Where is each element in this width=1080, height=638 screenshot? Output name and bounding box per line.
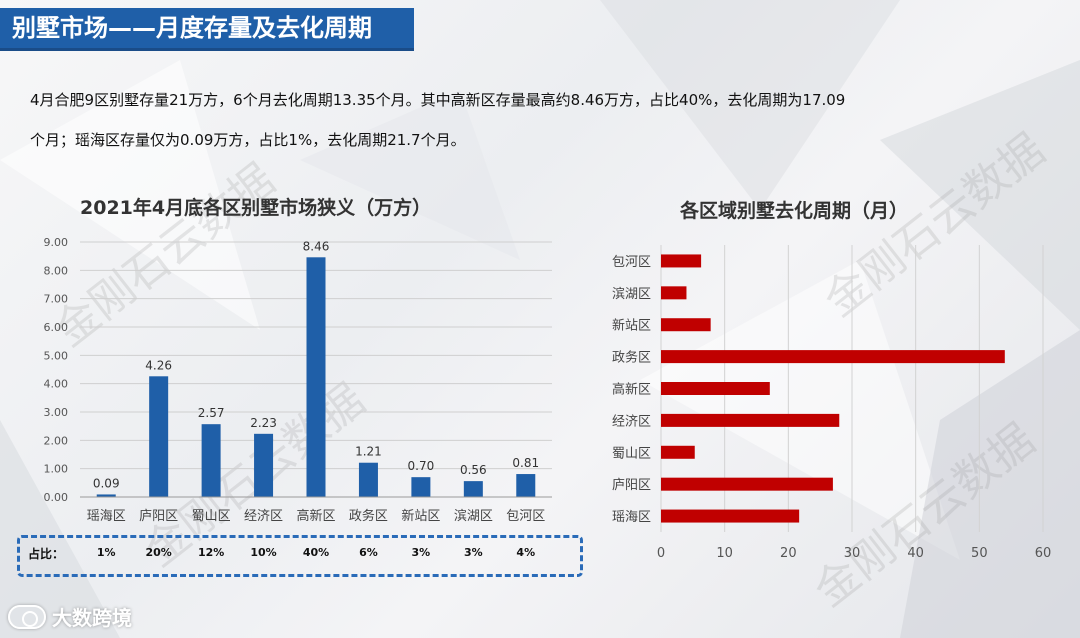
bar — [149, 376, 169, 497]
logo-icon — [8, 604, 46, 629]
y-category-label: 包河区 — [612, 255, 651, 270]
x-category-label: 经济区 — [244, 509, 283, 524]
summary-line-2: 个月；瑶海区存量仅为0.09万方，占比1%，去化周期21.7个月。 — [30, 131, 466, 149]
bar-value-label: 8.46 — [303, 239, 330, 253]
hbar — [661, 413, 840, 427]
y-category-label: 经济区 — [612, 414, 651, 429]
share-value: 4% — [516, 546, 536, 559]
x-category-label: 蜀山区 — [192, 509, 231, 524]
x-category-label: 瑶海区 — [87, 509, 126, 524]
bar-value-label: 0.09 — [93, 476, 120, 490]
y-category-label: 滨湖区 — [612, 286, 651, 302]
summary-text: 4月合肥9区别墅存量21万方，6个月去化周期13.35个月。其中高新区存量最高约… — [30, 80, 1060, 160]
bar — [463, 481, 483, 497]
x-category-label: 庐阳区 — [139, 509, 178, 524]
bar — [96, 494, 116, 497]
stock-bar-chart: 0.00 1.00 2.00 3.00 4.00 5.00 6.00 7.00 8.00 9.00… — [44, 236, 552, 524]
y-category-label: 政务区 — [612, 350, 651, 366]
summary-line-1: 4月合肥9区别墅存量21万方，6个月去化周期13.35个月。其中高新区存量最高约… — [30, 91, 846, 109]
bar-value-label: 0.56 — [460, 463, 487, 477]
x-category-label: 新站区 — [401, 508, 440, 524]
hbar — [661, 509, 800, 523]
y-tick-label: 5.00 — [44, 349, 69, 362]
y-tick-label: 2.00 — [44, 434, 69, 447]
share-value: 6% — [359, 546, 378, 559]
x-tick-label: 40 — [907, 546, 924, 561]
y-tick-label: 1.00 — [44, 463, 69, 476]
y-tick-label: 0.00 — [44, 491, 69, 504]
bar — [201, 424, 221, 497]
title-accent-line — [0, 48, 414, 51]
y-category-label: 新站区 — [612, 318, 651, 334]
hbar — [661, 318, 711, 332]
hbar — [661, 477, 833, 491]
share-value: 1% — [96, 546, 116, 559]
hbar — [661, 445, 695, 459]
share-label: 占比： — [28, 547, 65, 561]
share-value: 10% — [250, 546, 277, 559]
y-category-label: 庐阳区 — [612, 478, 651, 493]
x-category-label: 政务区 — [349, 508, 388, 524]
share-value: 12% — [197, 546, 225, 559]
share-value: 40% — [302, 546, 330, 559]
bar-value-label: 2.57 — [198, 406, 225, 420]
x-tick-label: 50 — [971, 546, 988, 561]
hbar — [661, 382, 770, 395]
y-category-label: 瑶海区 — [612, 510, 651, 525]
bar-value-label: 0.81 — [512, 456, 539, 470]
x-tick-label: 60 — [1035, 546, 1052, 561]
y-tick-label: 6.00 — [44, 321, 69, 334]
logo-text: 大数跨境 — [52, 606, 132, 630]
y-tick-label: 7.00 — [44, 293, 69, 306]
hbar-chart-title: 各区域别墅去化周期（月） — [680, 200, 909, 222]
x-category-label: 滨湖区 — [454, 508, 493, 524]
bar — [411, 477, 431, 497]
brand-logo: 大数跨境 — [8, 602, 132, 631]
x-tick-label: 30 — [844, 546, 861, 561]
share-value: 3% — [463, 546, 483, 559]
bar — [358, 462, 378, 497]
bar-value-label: 1.21 — [355, 445, 382, 459]
x-category-label: 包河区 — [506, 509, 545, 524]
x-category-label: 高新区 — [296, 508, 335, 524]
y-category-label: 高新区 — [612, 382, 651, 398]
x-tick-label: 10 — [716, 546, 733, 561]
bar-value-label: 2.23 — [250, 416, 277, 430]
y-tick-label: 3.00 — [44, 406, 69, 419]
y-category-label: 蜀山区 — [612, 446, 651, 461]
share-value: 3% — [411, 546, 431, 559]
x-tick-label: 20 — [780, 546, 797, 561]
x-tick-label: 0 — [657, 546, 665, 561]
hbar — [661, 254, 702, 268]
bar-chart-title: 2021年4月底各区别墅市场狭义（万方） — [80, 197, 432, 219]
bar-value-label: 0.70 — [408, 459, 435, 473]
share-dashed-box — [17, 535, 583, 577]
y-tick-label: 9.00 — [44, 236, 69, 249]
y-tick-label: 4.00 — [44, 378, 69, 391]
bar — [254, 433, 274, 497]
bar — [306, 257, 326, 497]
y-tick-label: 8.00 — [44, 264, 69, 277]
bar-value-label: 4.26 — [145, 358, 172, 372]
share-value: 20% — [145, 546, 172, 559]
page-title: 别墅市场——月度存量及去化周期 — [0, 8, 414, 48]
bar — [516, 474, 536, 497]
hbar — [661, 286, 687, 300]
hbar — [661, 350, 1005, 364]
